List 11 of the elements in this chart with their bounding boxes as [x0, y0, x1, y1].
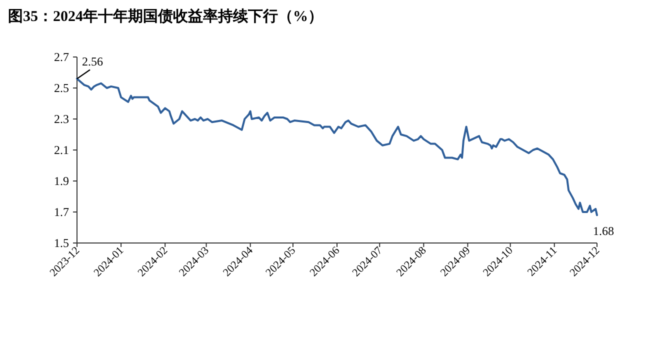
line-series [76, 78, 598, 216]
y-tick-label: 1.9 [54, 174, 69, 188]
y-tick-label: 2.3 [54, 112, 69, 126]
annotation: 2.56 [82, 54, 103, 69]
y-tick-label: 2.1 [54, 143, 69, 157]
y-tick-label: 2.5 [54, 81, 69, 95]
chart-title: 图35：2024年十年期国债收益率持续下行（%） [8, 7, 323, 25]
y-tick-label: 1.7 [54, 205, 69, 219]
y-tick-label: 1.5 [54, 236, 69, 250]
y-tick-label: 2.7 [54, 50, 69, 64]
annotation: 1.68 [593, 224, 614, 238]
